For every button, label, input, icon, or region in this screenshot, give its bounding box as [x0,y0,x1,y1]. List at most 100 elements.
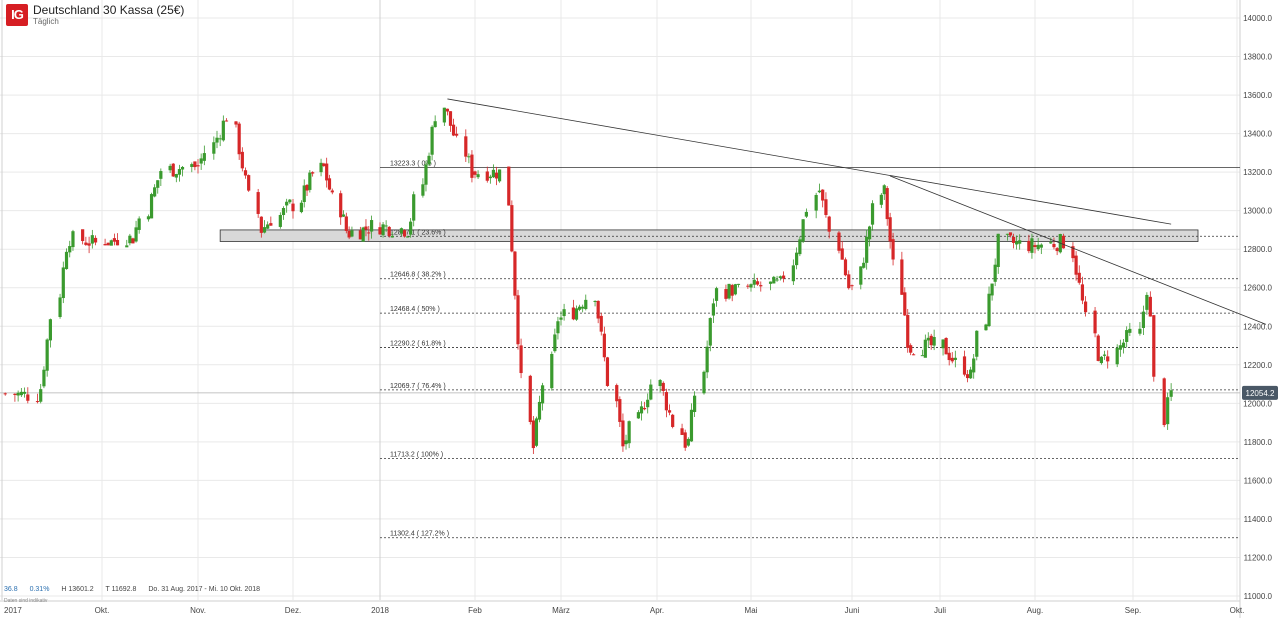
candle-body [752,279,756,285]
candle-body [664,392,668,411]
candle-body [1162,378,1166,426]
y-tick-label: 11800.0 [1244,438,1273,447]
candle-body [528,375,532,422]
candle-body [64,251,69,270]
candle-body [624,440,628,445]
resistance-zone-box [219,229,1199,242]
candle-body [1052,243,1056,248]
candle-body [42,369,46,387]
candle-body [996,233,1000,267]
y-tick-label: 13000.0 [1243,207,1272,216]
candle-body [920,355,924,357]
candle-body [190,164,194,167]
price-tag-box [1242,385,1278,400]
candle-body [882,185,886,195]
candle-body [87,243,91,246]
candle-body [599,315,603,332]
candle-body [390,235,394,238]
candle-body [1128,328,1132,333]
candle-body [540,385,545,404]
fib-level-label: 13223.3 ( 0% ) [390,161,436,168]
candle-body [330,190,334,193]
candlesticks [3,107,1173,455]
candle-body [711,303,715,316]
candle-body [593,300,597,302]
x-tick-label: Okt. [1230,606,1245,615]
candle-body [768,281,773,284]
candle-body [596,300,600,319]
candle-body [727,283,731,299]
trendline [447,98,1172,225]
x-tick-label: Feb [468,606,482,615]
price-tag-label: 12054.2 [1246,389,1275,398]
candle-body [442,107,446,123]
candle-body [885,188,889,220]
x-tick-label: 2017 [4,606,22,615]
candle-body [906,314,910,348]
candle-body [494,172,499,179]
candle-body [13,393,17,395]
candle-body [513,251,517,296]
candle-body [683,432,687,448]
candle-body [953,357,957,360]
candle-body [448,111,453,126]
candle-body [1115,347,1119,365]
candle-body [643,408,647,410]
candle-body [224,120,229,122]
candle-body [319,162,323,173]
fib-level-label: 12646.8 ( 38.2% ) [390,272,446,279]
candle-body [68,246,72,253]
candle-body [1148,296,1152,317]
candle-body [759,285,763,287]
candle-body [177,169,182,175]
candle-body [1074,255,1078,275]
candle-body [708,318,712,346]
candle-body [926,337,930,341]
candle-body [451,124,456,136]
candle-body [714,288,719,301]
candle-body [577,306,582,310]
candle-body [621,420,625,447]
candle-body [367,232,371,234]
candle-body [840,248,844,260]
candle-body [791,265,795,282]
candle-body [35,401,40,403]
x-tick-label: Aug. [1027,606,1043,615]
candle-body [667,410,672,413]
candle-body [221,120,225,141]
candle-body [369,220,374,232]
x-tick-label: Apr. [650,606,664,615]
candle-body [519,345,523,374]
candle-body [865,236,869,263]
candle-body [1077,272,1081,283]
candle-body [339,193,343,218]
candle-body [693,395,697,413]
candle-body [1055,248,1059,252]
candle-body [285,201,289,206]
candle-body [409,221,413,235]
candle-body [749,284,753,288]
ig-logo: IG [6,4,28,26]
candle-body [485,171,489,181]
candle-body [990,283,994,296]
timeframe-label: Täglich [33,17,59,26]
trendlines[interactable] [447,98,1267,325]
candle-body [870,203,875,225]
candle-body [302,185,306,203]
candle-body [347,230,351,238]
candle-body [174,173,178,178]
x-tick-label: Juni [845,606,860,615]
candle-body [112,238,116,242]
candle-body [234,121,238,125]
candle-body [553,334,557,352]
candle-body [103,244,107,246]
y-tick-label: 12400.0 [1243,322,1272,331]
candle-body [618,399,622,422]
candle-body [923,339,927,358]
candle-body [602,333,606,358]
candle-body [649,384,653,400]
candle-body [1093,310,1097,334]
candle-body [445,108,450,112]
candle-body [1125,330,1129,342]
